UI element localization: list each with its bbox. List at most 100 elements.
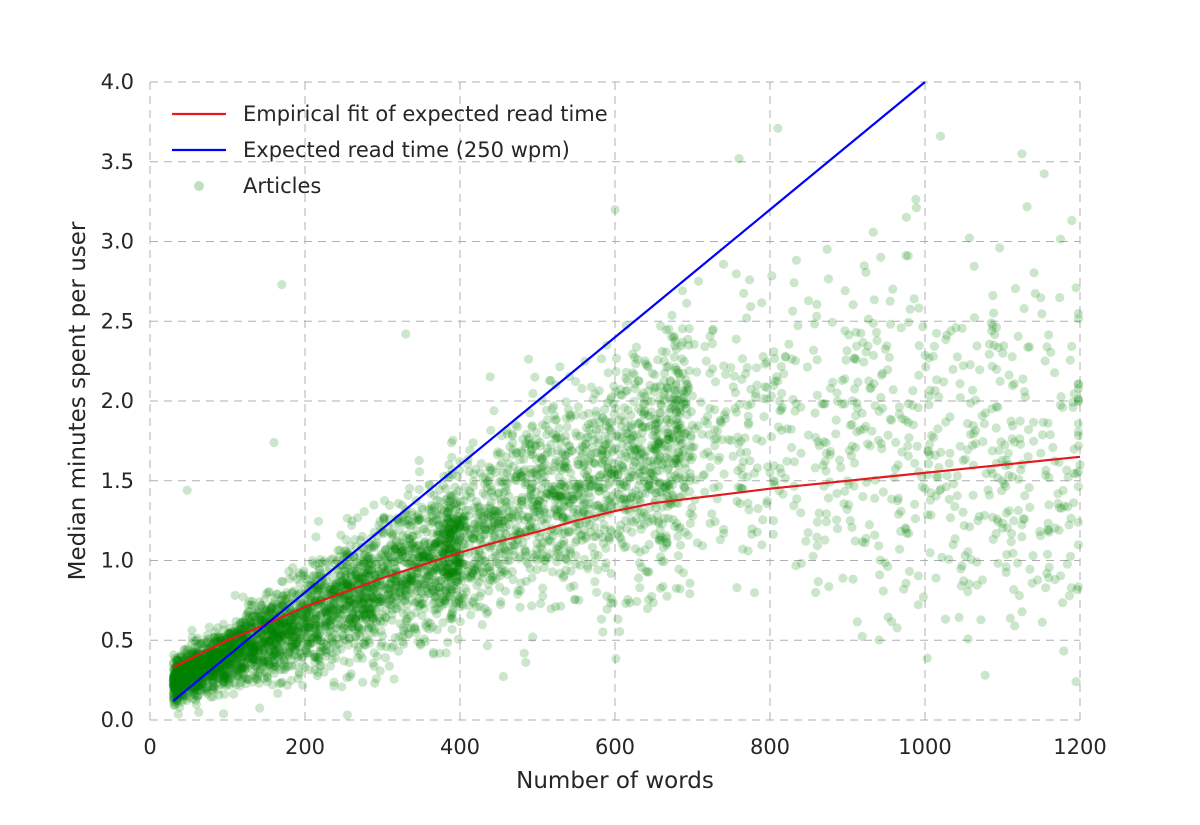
article-point bbox=[437, 576, 447, 586]
article-point bbox=[669, 352, 679, 362]
article-point bbox=[443, 523, 453, 533]
article-point bbox=[473, 525, 483, 535]
article-point bbox=[427, 518, 437, 529]
article-point bbox=[306, 639, 316, 649]
article-point bbox=[1023, 452, 1033, 462]
article-point bbox=[565, 499, 575, 509]
article-point bbox=[542, 430, 552, 440]
article-point bbox=[178, 675, 189, 685]
article-point bbox=[684, 324, 694, 334]
article-point bbox=[371, 605, 381, 615]
article-point bbox=[515, 602, 525, 613]
article-point bbox=[209, 660, 219, 670]
article-point bbox=[456, 599, 466, 609]
article-point bbox=[369, 661, 379, 671]
article-point bbox=[749, 588, 760, 598]
article-point bbox=[839, 499, 849, 509]
article-point bbox=[775, 463, 785, 473]
article-point bbox=[390, 543, 400, 553]
article-point bbox=[450, 524, 461, 534]
article-point bbox=[364, 596, 374, 606]
article-point bbox=[365, 542, 375, 552]
article-point bbox=[384, 661, 394, 671]
article-point bbox=[192, 656, 202, 666]
article-point bbox=[746, 384, 756, 394]
article-point bbox=[260, 612, 270, 623]
article-point bbox=[678, 568, 689, 578]
article-point bbox=[924, 400, 934, 410]
article-point bbox=[205, 649, 215, 659]
article-point bbox=[540, 556, 551, 566]
article-point bbox=[311, 572, 321, 582]
article-point bbox=[572, 431, 582, 441]
article-point bbox=[951, 323, 961, 333]
article-point bbox=[617, 411, 627, 421]
article-point bbox=[454, 528, 465, 538]
article-point bbox=[189, 666, 199, 677]
article-point bbox=[184, 672, 194, 682]
article-point bbox=[392, 603, 402, 614]
article-point bbox=[209, 637, 219, 647]
article-point bbox=[447, 491, 457, 501]
article-point bbox=[191, 670, 201, 680]
article-point bbox=[858, 491, 868, 502]
article-point bbox=[212, 666, 222, 676]
article-point bbox=[485, 575, 496, 585]
article-point bbox=[667, 490, 678, 500]
article-point bbox=[657, 556, 667, 566]
article-point bbox=[353, 513, 363, 523]
article-point bbox=[842, 346, 852, 356]
article-point bbox=[295, 597, 305, 608]
article-point bbox=[387, 605, 397, 615]
article-point bbox=[515, 468, 525, 478]
article-point bbox=[673, 367, 683, 378]
article-point bbox=[264, 660, 274, 670]
article-point bbox=[413, 579, 423, 589]
article-point bbox=[468, 533, 478, 544]
article-point bbox=[225, 628, 235, 638]
article-point bbox=[443, 526, 453, 536]
article-point bbox=[646, 456, 656, 466]
article-point bbox=[685, 468, 695, 479]
article-point bbox=[852, 398, 862, 408]
article-point bbox=[477, 550, 487, 560]
article-point bbox=[850, 384, 860, 394]
article-point bbox=[897, 414, 907, 424]
article-point bbox=[1003, 448, 1013, 458]
article-point bbox=[443, 507, 453, 518]
article-point bbox=[486, 482, 496, 492]
article-point bbox=[615, 479, 625, 489]
article-point bbox=[554, 490, 564, 500]
article-point bbox=[428, 647, 438, 658]
article-point bbox=[666, 429, 676, 439]
article-point bbox=[627, 527, 637, 537]
article-point bbox=[442, 493, 452, 503]
article-point bbox=[952, 352, 963, 362]
article-point bbox=[968, 490, 978, 500]
article-point bbox=[685, 508, 695, 519]
article-point bbox=[292, 615, 302, 625]
article-point bbox=[663, 383, 673, 393]
article-point bbox=[468, 481, 479, 491]
article-point bbox=[606, 593, 617, 603]
article-point bbox=[238, 592, 248, 602]
article-point bbox=[665, 418, 675, 428]
article-point bbox=[259, 647, 269, 657]
article-point bbox=[397, 550, 407, 561]
article-point bbox=[475, 591, 485, 602]
article-point bbox=[312, 652, 322, 662]
article-point bbox=[253, 645, 263, 656]
article-point bbox=[644, 539, 654, 550]
article-point bbox=[298, 680, 308, 690]
article-point bbox=[823, 274, 834, 284]
article-point bbox=[910, 458, 920, 468]
article-point bbox=[547, 567, 558, 577]
article-point bbox=[883, 430, 893, 440]
article-point bbox=[606, 394, 616, 405]
article-point bbox=[677, 324, 688, 334]
article-point bbox=[442, 570, 452, 580]
article-point bbox=[444, 517, 454, 528]
article-point bbox=[788, 394, 798, 404]
article-point bbox=[545, 508, 556, 519]
article-point bbox=[580, 509, 590, 519]
